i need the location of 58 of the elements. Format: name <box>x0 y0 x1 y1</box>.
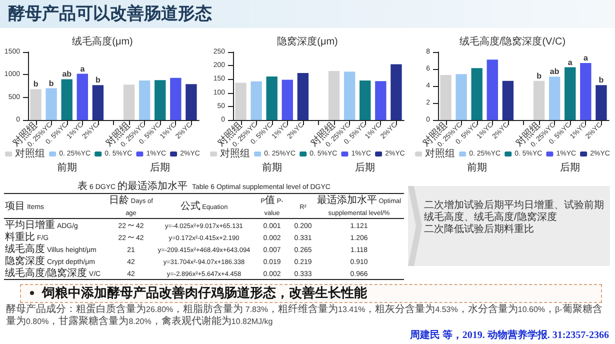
bar <box>30 89 42 120</box>
bar <box>375 81 386 120</box>
bar <box>61 79 72 120</box>
chart-title: 绒毛高度(μm) <box>72 36 133 48</box>
bar <box>328 71 340 120</box>
bar <box>123 84 135 120</box>
data-label: a <box>80 64 86 74</box>
text: 前期 <box>466 162 487 174</box>
text: 周建民 等，2019. 动物营养学报. 31:2357-2366 <box>410 329 609 342</box>
bar <box>297 72 309 120</box>
text: 后期 <box>150 162 170 174</box>
bar <box>533 80 545 120</box>
bar <box>46 88 57 120</box>
text: 前期 <box>262 162 282 174</box>
legend-label: 对照组 <box>220 148 250 160</box>
data-label: a <box>583 54 588 63</box>
data-label: a <box>568 58 573 67</box>
bar <box>596 85 607 120</box>
data-label: b <box>598 76 604 85</box>
bar <box>282 80 294 120</box>
bar <box>154 80 166 120</box>
text: 饲粮中添加酵母产品改善肉仔鸡肠道形态，改善生长性能 <box>42 285 367 301</box>
bar <box>250 81 262 120</box>
bar <box>76 74 88 120</box>
bar <box>360 80 371 120</box>
text: 前期 <box>56 162 77 174</box>
chart-title: 绒毛高度/隐窝深度(V/C) <box>459 36 566 48</box>
bar <box>138 80 150 120</box>
data-label: ab <box>550 67 560 76</box>
data-label: b <box>33 80 38 89</box>
text: 二次降低试验后期料重比 <box>424 224 535 236</box>
bar <box>548 76 560 120</box>
text: 后期 <box>355 162 376 174</box>
text: 酵母产品成分：粗蛋白质含量为26.80%，粗脂肪含量为 7.83%，粗纤维含量为13.41%，粗灰分含量为4.53%，水分含量为10.60%，β-葡聚糖含量为0.80%，甘露聚糖含量为8.20%，禽表观代谢能为10.82MJ/kg <box>6 304 602 327</box>
bar <box>186 84 197 120</box>
bar <box>344 72 356 120</box>
data-label: b <box>96 76 101 85</box>
data-label: b <box>536 71 542 80</box>
bar <box>390 64 402 120</box>
legend-label: 对照组 <box>15 148 46 160</box>
bar <box>266 76 278 120</box>
text: 二次增加试验后期平均日增重、试验前期绒毛高度、绒毛高度/隐窝深度 <box>424 200 605 224</box>
bar <box>456 74 467 120</box>
bar <box>502 80 514 120</box>
chart-title: 隐窝深度(μm) <box>277 36 338 48</box>
text: 后期 <box>560 162 580 174</box>
bar <box>92 85 104 120</box>
data-label: ab <box>62 70 72 79</box>
bar <box>170 78 182 120</box>
bar <box>471 68 482 120</box>
legend-label: 对照组 <box>425 148 456 160</box>
bar <box>235 82 246 120</box>
data-label: b <box>48 78 54 88</box>
bar <box>564 67 576 120</box>
text: 酵母产品可以改善肠道形态 <box>8 4 212 24</box>
bar <box>486 60 498 120</box>
bar <box>580 63 592 120</box>
bar <box>440 74 452 120</box>
